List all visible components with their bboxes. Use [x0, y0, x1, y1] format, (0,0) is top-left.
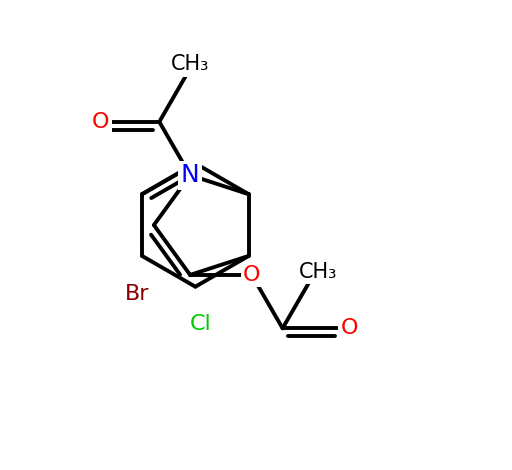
Text: O: O — [340, 318, 358, 338]
Text: O: O — [243, 265, 261, 285]
Text: CH₃: CH₃ — [299, 262, 337, 282]
Text: CH₃: CH₃ — [171, 55, 209, 74]
Text: N: N — [181, 163, 200, 187]
Text: Cl: Cl — [189, 314, 211, 335]
Text: O: O — [92, 112, 110, 132]
Text: Br: Br — [125, 284, 150, 304]
